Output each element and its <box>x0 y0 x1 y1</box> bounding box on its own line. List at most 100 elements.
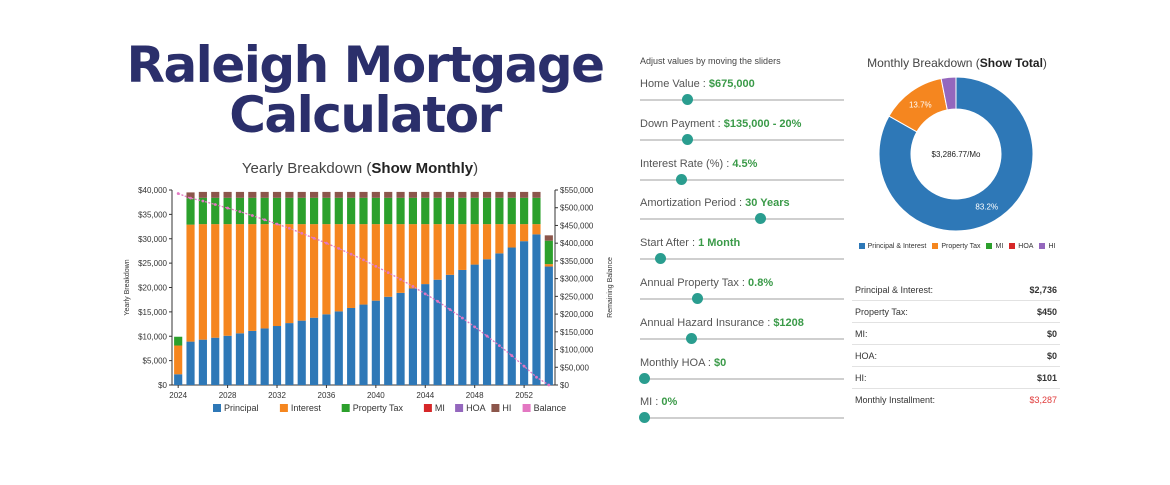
bar-property-tax[interactable] <box>322 197 331 225</box>
balance-point[interactable] <box>399 277 402 281</box>
bar-interest[interactable] <box>198 224 207 340</box>
bar-property-tax[interactable] <box>174 336 183 346</box>
donut-slice-principal-and-interest[interactable] <box>878 76 1034 232</box>
bar-interest[interactable] <box>235 224 245 334</box>
bar-interest[interactable] <box>433 224 442 280</box>
bar-hi[interactable] <box>408 191 417 198</box>
bar-interest[interactable] <box>532 224 541 235</box>
bar-principal[interactable] <box>470 264 479 385</box>
bar-interest[interactable] <box>174 345 183 375</box>
slider-track[interactable] <box>640 297 844 300</box>
legend-label-principal[interactable]: Principal <box>224 403 259 413</box>
bar-hi[interactable] <box>433 191 442 198</box>
bar-property-tax[interactable] <box>297 197 306 225</box>
slider-thumb[interactable] <box>692 292 704 304</box>
bar-property-tax[interactable] <box>507 197 516 225</box>
slider-thumb[interactable] <box>755 213 767 225</box>
bar-hi[interactable] <box>310 191 319 198</box>
bar-interest[interactable] <box>396 224 405 293</box>
bar-interest[interactable] <box>384 224 393 297</box>
balance-point[interactable] <box>238 210 242 214</box>
balance-point[interactable] <box>325 241 328 245</box>
balance-point[interactable] <box>522 364 526 368</box>
bar-property-tax[interactable] <box>211 197 220 225</box>
slider-track[interactable] <box>640 258 844 261</box>
bar-principal[interactable] <box>532 234 541 385</box>
bar-principal[interactable] <box>223 335 232 385</box>
bar-hi[interactable] <box>198 191 207 198</box>
bar-property-tax[interactable] <box>334 197 343 225</box>
bar-principal[interactable] <box>458 269 467 385</box>
bar-interest[interactable] <box>347 224 356 308</box>
bar-property-tax[interactable] <box>272 197 282 225</box>
balance-point[interactable] <box>176 192 180 195</box>
balance-point[interactable] <box>312 236 316 240</box>
slider-track[interactable] <box>640 99 844 101</box>
balance-point[interactable] <box>386 271 390 275</box>
legend-label-interest[interactable]: Interest <box>291 403 322 413</box>
bar-interest[interactable] <box>272 224 282 327</box>
balance-point[interactable] <box>275 222 279 226</box>
bar-interest[interactable] <box>310 224 319 318</box>
bar-principal[interactable] <box>174 374 183 385</box>
bar-principal[interactable] <box>433 279 442 385</box>
balance-point[interactable] <box>547 383 551 387</box>
bar-property-tax[interactable] <box>198 197 207 225</box>
bar-interest[interactable] <box>297 224 306 321</box>
legend-label-property-tax[interactable]: Property Tax <box>353 403 404 413</box>
balance-point[interactable] <box>485 334 489 338</box>
bar-hi[interactable] <box>495 191 504 198</box>
bar-interest[interactable] <box>458 224 467 270</box>
donut-legend-item-property-tax[interactable]: Property Tax <box>932 241 980 252</box>
bar-interest[interactable] <box>371 224 380 301</box>
bar-principal[interactable] <box>371 300 380 385</box>
bar-interest[interactable] <box>285 224 294 324</box>
bar-property-tax[interactable] <box>433 197 442 225</box>
balance-point[interactable] <box>250 214 254 217</box>
balance-point[interactable] <box>362 258 365 262</box>
bar-interest[interactable] <box>223 224 232 336</box>
bar-hi[interactable] <box>322 191 331 198</box>
bar-hi[interactable] <box>384 191 393 198</box>
slider-thumb[interactable] <box>675 173 687 185</box>
bar-hi[interactable] <box>285 191 294 198</box>
bar-hi[interactable] <box>470 191 479 198</box>
bar-interest[interactable] <box>359 224 368 305</box>
bar-principal[interactable] <box>495 253 504 385</box>
bar-property-tax[interactable] <box>482 197 492 225</box>
bar-hi[interactable] <box>396 191 405 198</box>
balance-point[interactable] <box>201 199 205 203</box>
bar-hi[interactable] <box>458 191 467 198</box>
bar-property-tax[interactable] <box>520 197 529 225</box>
slider-thumb[interactable] <box>639 412 651 424</box>
bar-property-tax[interactable] <box>371 197 380 225</box>
bar-principal[interactable] <box>347 307 356 385</box>
bar-interest[interactable] <box>421 224 430 285</box>
bar-property-tax[interactable] <box>396 197 405 225</box>
bar-hi[interactable] <box>532 191 541 198</box>
slider-track[interactable] <box>640 337 844 340</box>
bar-hi[interactable] <box>347 191 356 198</box>
bar-hi[interactable] <box>223 191 232 198</box>
bar-property-tax[interactable] <box>359 197 368 225</box>
bar-principal[interactable] <box>359 304 368 385</box>
bar-property-tax[interactable] <box>384 197 393 225</box>
bar-hi[interactable] <box>482 191 492 198</box>
bar-principal[interactable] <box>248 330 257 385</box>
balance-point[interactable] <box>349 252 353 256</box>
bar-hi[interactable] <box>544 235 553 241</box>
slider-thumb[interactable] <box>655 253 667 265</box>
bar-principal[interactable] <box>272 326 282 385</box>
balance-point[interactable] <box>498 344 501 348</box>
bar-interest[interactable] <box>248 224 257 331</box>
slider-thumb[interactable] <box>639 372 651 384</box>
donut-legend-item-hoa[interactable]: HOA <box>1009 241 1033 252</box>
bar-hi[interactable] <box>260 191 269 198</box>
balance-point[interactable] <box>448 308 452 311</box>
bar-principal[interactable] <box>211 337 220 385</box>
balance-point[interactable] <box>510 354 514 357</box>
bar-interest[interactable] <box>482 224 492 260</box>
bar-principal[interactable] <box>198 339 207 385</box>
bar-hi[interactable] <box>371 191 380 198</box>
balance-point[interactable] <box>436 299 440 303</box>
